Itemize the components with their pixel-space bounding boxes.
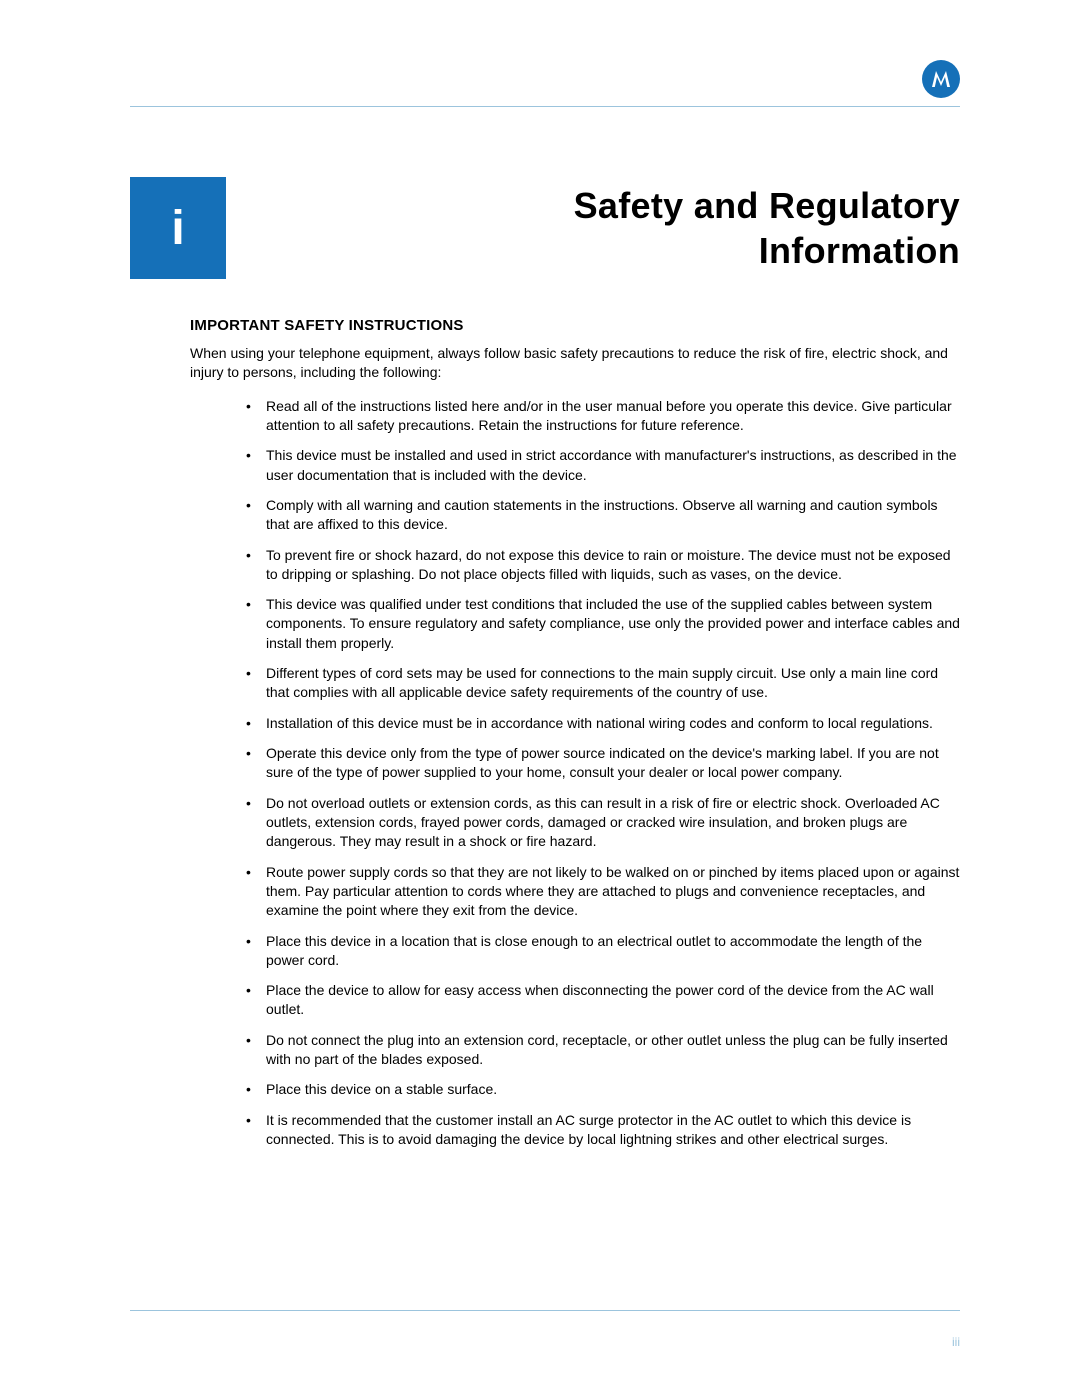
list-item: It is recommended that the customer inst…	[246, 1111, 960, 1150]
list-item: Read all of the instructions listed here…	[246, 397, 960, 436]
list-item: This device must be installed and used i…	[246, 446, 960, 485]
footer-rule	[130, 1310, 960, 1311]
document-page: i Safety and Regulatory Information IMPO…	[0, 0, 1080, 1397]
list-item: To prevent fire or shock hazard, do not …	[246, 546, 960, 585]
list-item: Place the device to allow for easy acces…	[246, 981, 960, 1020]
motorola-logo-icon	[922, 60, 960, 98]
chapter-tab: i	[130, 177, 226, 279]
intro-paragraph: When using your telephone equipment, alw…	[190, 344, 960, 383]
content-area: IMPORTANT SAFETY INSTRUCTIONS When using…	[130, 317, 960, 1149]
list-item: Route power supply cords so that they ar…	[246, 863, 960, 921]
page-title: Safety and Regulatory Information	[226, 177, 960, 279]
title-line-1: Safety and Regulatory	[574, 185, 960, 226]
list-item: Operate this device only from the type o…	[246, 744, 960, 783]
instruction-list: Read all of the instructions listed here…	[190, 397, 960, 1150]
title-line-2: Information	[759, 230, 960, 271]
list-item: This device was qualified under test con…	[246, 595, 960, 653]
list-item: Place this device on a stable surface.	[246, 1080, 960, 1099]
list-item: Place this device in a location that is …	[246, 932, 960, 971]
list-item: Comply with all warning and caution stat…	[246, 496, 960, 535]
list-item: Do not overload outlets or extension cor…	[246, 794, 960, 852]
list-item: Different types of cord sets may be used…	[246, 664, 960, 703]
list-item: Installation of this device must be in a…	[246, 714, 960, 733]
header-rule	[130, 106, 960, 107]
list-item: Do not connect the plug into an extensio…	[246, 1031, 960, 1070]
section-heading: IMPORTANT SAFETY INSTRUCTIONS	[190, 317, 960, 334]
header	[130, 60, 960, 98]
logo-m-icon	[929, 67, 953, 91]
title-block: i Safety and Regulatory Information	[130, 177, 960, 279]
page-number: iii	[952, 1335, 960, 1349]
